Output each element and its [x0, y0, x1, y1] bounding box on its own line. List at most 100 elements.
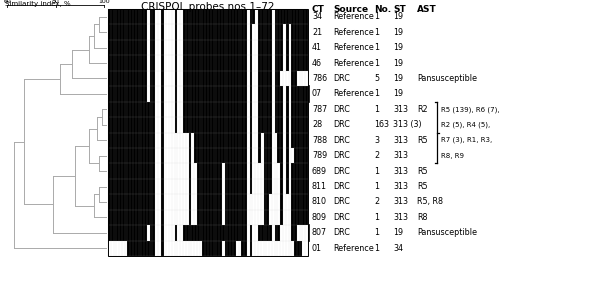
- Bar: [205, 133, 208, 148]
- Bar: [188, 148, 191, 163]
- Bar: [289, 24, 292, 40]
- Bar: [133, 86, 136, 102]
- Bar: [227, 163, 230, 179]
- Bar: [142, 163, 144, 179]
- Bar: [244, 86, 247, 102]
- Bar: [236, 24, 239, 40]
- Bar: [191, 71, 194, 86]
- Text: 28: 28: [312, 120, 322, 129]
- Bar: [127, 55, 130, 71]
- Text: 163: 163: [374, 120, 389, 129]
- Bar: [111, 179, 113, 194]
- Bar: [258, 71, 261, 86]
- Bar: [125, 71, 127, 86]
- Bar: [113, 225, 116, 241]
- Bar: [205, 210, 208, 225]
- Text: Pansusceptible: Pansusceptible: [417, 228, 477, 237]
- Bar: [188, 55, 191, 71]
- Bar: [175, 71, 178, 86]
- Bar: [305, 55, 308, 71]
- Bar: [272, 86, 275, 102]
- Bar: [149, 210, 152, 225]
- Bar: [191, 55, 194, 71]
- Bar: [161, 225, 164, 241]
- Bar: [266, 225, 269, 241]
- Text: R5: R5: [417, 182, 428, 191]
- Bar: [244, 55, 247, 71]
- Bar: [169, 9, 172, 24]
- Bar: [214, 86, 217, 102]
- Bar: [169, 148, 172, 163]
- Bar: [161, 117, 164, 133]
- Bar: [200, 148, 202, 163]
- Bar: [142, 71, 144, 86]
- Bar: [175, 102, 178, 117]
- Text: R8: R8: [417, 213, 427, 222]
- Bar: [258, 179, 261, 194]
- Bar: [164, 24, 166, 40]
- Bar: [222, 71, 224, 86]
- Bar: [169, 225, 172, 241]
- Bar: [241, 241, 244, 256]
- Bar: [214, 102, 217, 117]
- Bar: [183, 55, 186, 71]
- Bar: [139, 102, 142, 117]
- Bar: [289, 225, 292, 241]
- Bar: [250, 148, 253, 163]
- Bar: [169, 86, 172, 102]
- Bar: [191, 148, 194, 163]
- Bar: [211, 225, 214, 241]
- Bar: [113, 148, 116, 163]
- Bar: [172, 225, 175, 241]
- Bar: [211, 148, 214, 163]
- Bar: [136, 148, 139, 163]
- Bar: [194, 55, 197, 71]
- Bar: [255, 71, 258, 86]
- Bar: [152, 225, 155, 241]
- Bar: [277, 148, 280, 163]
- Bar: [194, 71, 197, 86]
- Bar: [227, 179, 230, 194]
- Bar: [266, 194, 269, 210]
- Bar: [122, 133, 125, 148]
- Bar: [272, 179, 275, 194]
- Bar: [275, 40, 277, 55]
- Bar: [186, 117, 188, 133]
- Bar: [297, 71, 299, 86]
- Bar: [125, 86, 127, 102]
- Bar: [130, 40, 133, 55]
- Bar: [305, 179, 308, 194]
- Bar: [158, 71, 161, 86]
- Bar: [255, 225, 258, 241]
- Bar: [286, 241, 289, 256]
- Bar: [292, 210, 294, 225]
- Bar: [202, 241, 205, 256]
- Bar: [294, 55, 297, 71]
- Bar: [178, 241, 180, 256]
- Bar: [125, 210, 127, 225]
- Bar: [277, 117, 280, 133]
- Bar: [302, 225, 305, 241]
- Bar: [144, 9, 147, 24]
- Bar: [253, 102, 255, 117]
- Bar: [208, 117, 211, 133]
- Bar: [161, 194, 164, 210]
- Bar: [169, 179, 172, 194]
- Bar: [302, 102, 305, 117]
- Bar: [208, 9, 211, 24]
- Bar: [277, 24, 280, 40]
- Bar: [169, 40, 172, 55]
- Bar: [197, 163, 200, 179]
- Bar: [183, 102, 186, 117]
- Bar: [139, 55, 142, 71]
- Bar: [172, 40, 175, 55]
- Bar: [125, 241, 127, 256]
- Bar: [108, 179, 111, 194]
- Bar: [200, 55, 202, 71]
- Bar: [149, 225, 152, 241]
- Bar: [178, 24, 180, 40]
- Bar: [122, 55, 125, 71]
- Bar: [224, 40, 227, 55]
- Bar: [158, 210, 161, 225]
- Bar: [266, 179, 269, 194]
